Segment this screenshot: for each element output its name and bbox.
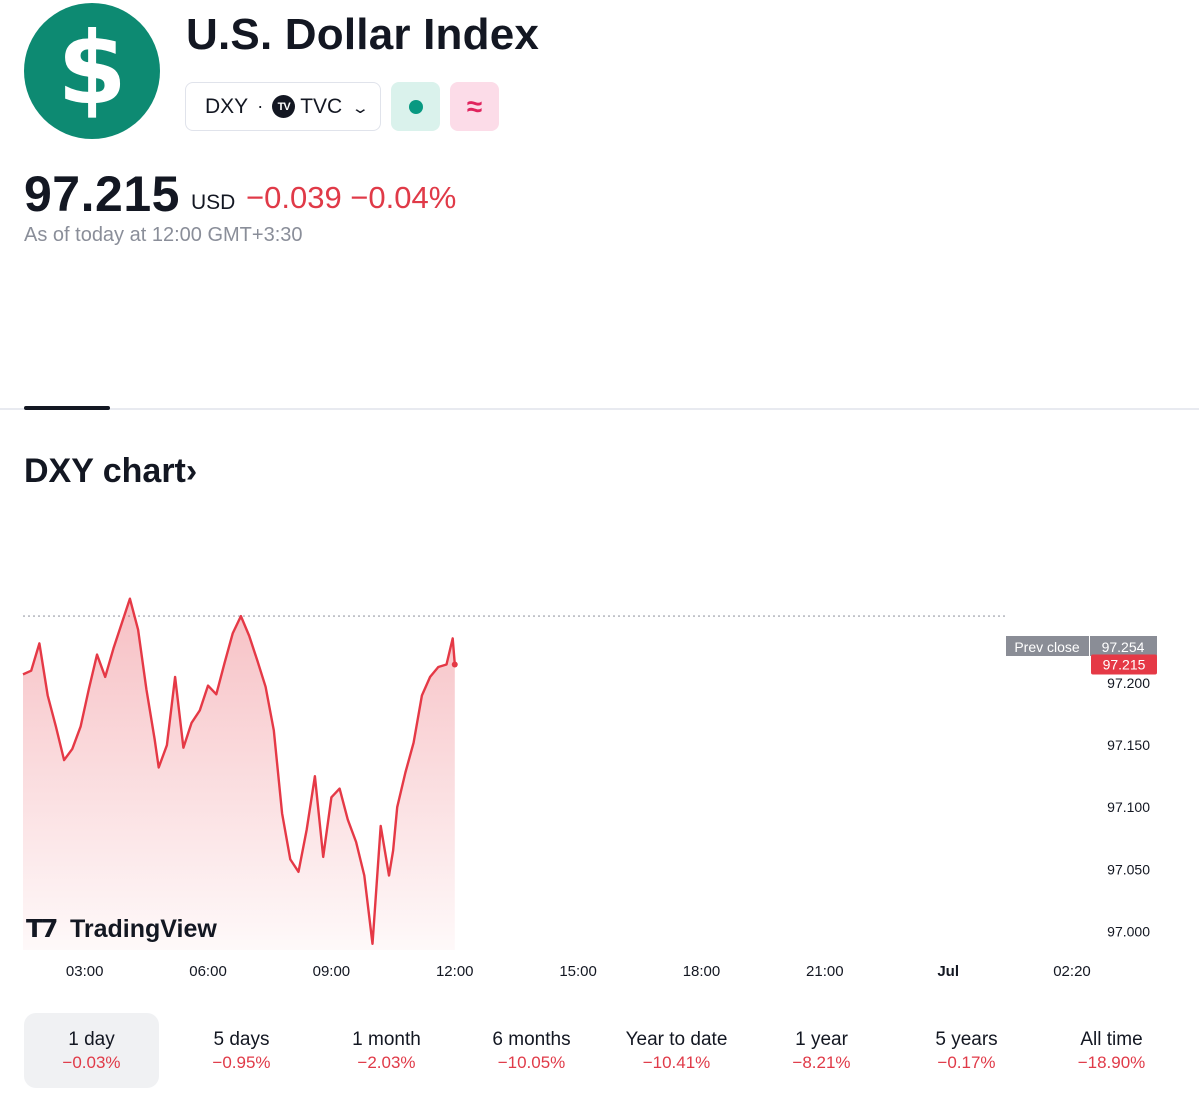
range-label: 1 day: [68, 1028, 115, 1050]
y-tick-label: 97.000: [1107, 923, 1150, 939]
symbol-exchange-dropdown[interactable]: DXY · TV TVC ⌄: [185, 82, 381, 131]
range-label: 1 year: [795, 1028, 848, 1050]
range-label: Year to date: [625, 1028, 728, 1050]
range-button[interactable]: 5 years −0.17%: [894, 1013, 1039, 1088]
range-change: −18.90%: [1077, 1052, 1146, 1072]
logo-symbol: $: [57, 10, 127, 127]
last-price-value: 97.215: [1103, 656, 1146, 672]
price-change: −0.039 −0.04%: [246, 180, 457, 215]
active-tab-indicator: [24, 406, 110, 410]
current-price: 97.215: [24, 166, 180, 222]
x-tick-label: 03:00: [66, 963, 104, 980]
y-tick-label: 97.100: [1107, 799, 1150, 815]
prev-close-text: Prev close: [1014, 639, 1080, 655]
price-chart[interactable]: 97.200 97.150 97.100 97.050 97.000 03:00 06:0…: [0, 580, 1199, 990]
range-change: −0.95%: [212, 1052, 271, 1072]
range-button[interactable]: 1 day −0.03%: [24, 1013, 159, 1088]
dollar-logo-icon: $: [24, 3, 160, 139]
x-tick-label: 18:00: [683, 963, 721, 980]
tradingview-logo-icon: TV: [272, 95, 296, 118]
range-button[interactable]: 1 month −2.03%: [314, 1013, 459, 1088]
range-change: −8.21%: [792, 1052, 851, 1072]
range-button[interactable]: 6 months −10.05%: [459, 1013, 604, 1088]
tabs-divider: [0, 408, 1199, 410]
quote-timestamp: As of today at 12:00 GMT+3:30: [24, 224, 303, 246]
page-title: U.S. Dollar Index: [186, 10, 540, 59]
exchange-name: TVC: [300, 94, 343, 118]
prev-close-value: 97.254: [1102, 639, 1145, 655]
watermark-text: TradingView: [70, 915, 217, 943]
x-tick-label: 21:00: [806, 963, 844, 980]
range-label: 5 years: [935, 1028, 998, 1050]
range-label: 1 month: [352, 1028, 421, 1050]
separator-dot: ·: [257, 96, 264, 116]
range-change: −2.03%: [357, 1052, 416, 1072]
chart-section-link[interactable]: DXY chart›: [24, 452, 198, 490]
price-series-line: [22, 597, 456, 945]
last-price-point: [451, 661, 458, 668]
price-currency: USD: [191, 191, 236, 214]
range-change: −0.03%: [62, 1052, 121, 1072]
live-dot-icon: [408, 99, 423, 114]
prev-close-label: Prev close 97.254: [1006, 636, 1157, 656]
price-area-fill: [23, 598, 455, 950]
x-tick-label: 02:20: [1053, 963, 1091, 980]
ticker-symbol: DXY: [205, 94, 249, 118]
tradingview-watermark: T7 TradingView: [26, 914, 217, 943]
range-change: −10.41%: [642, 1052, 711, 1072]
range-label: 5 days: [213, 1028, 270, 1050]
range-button[interactable]: Year to date −10.41%: [604, 1013, 749, 1088]
range-button[interactable]: 5 days −0.95%: [169, 1013, 314, 1088]
wave-icon: ≈: [466, 90, 483, 122]
tradingview-logo-icon: T7: [26, 914, 57, 943]
chevron-down-icon: ⌄: [351, 99, 370, 117]
range-button[interactable]: All time −18.90%: [1039, 1013, 1184, 1088]
range-button[interactable]: 1 year −8.21%: [749, 1013, 894, 1088]
delayed-data-badge[interactable]: ≈: [450, 82, 499, 131]
x-tick-label: 09:00: [313, 963, 351, 980]
x-tick-label: 06:00: [189, 963, 227, 980]
x-tick-label: 15:00: [559, 963, 597, 980]
range-label: 6 months: [492, 1028, 571, 1050]
range-change: −10.05%: [497, 1052, 566, 1072]
x-tick-label: 12:00: [436, 963, 474, 980]
range-label: All time: [1080, 1028, 1143, 1050]
y-tick-label: 97.050: [1107, 861, 1150, 877]
market-open-badge[interactable]: [391, 82, 440, 131]
x-tick-label: Jul: [937, 963, 959, 980]
y-tick-label: 97.200: [1107, 675, 1150, 691]
range-change: −0.17%: [937, 1052, 996, 1072]
y-tick-label: 97.150: [1107, 737, 1150, 753]
last-price-label: 97.215: [1091, 654, 1157, 675]
time-range-selector: 1 day −0.03% 5 days −0.95% 1 month −2.03% 6 mo…: [24, 1013, 1184, 1088]
